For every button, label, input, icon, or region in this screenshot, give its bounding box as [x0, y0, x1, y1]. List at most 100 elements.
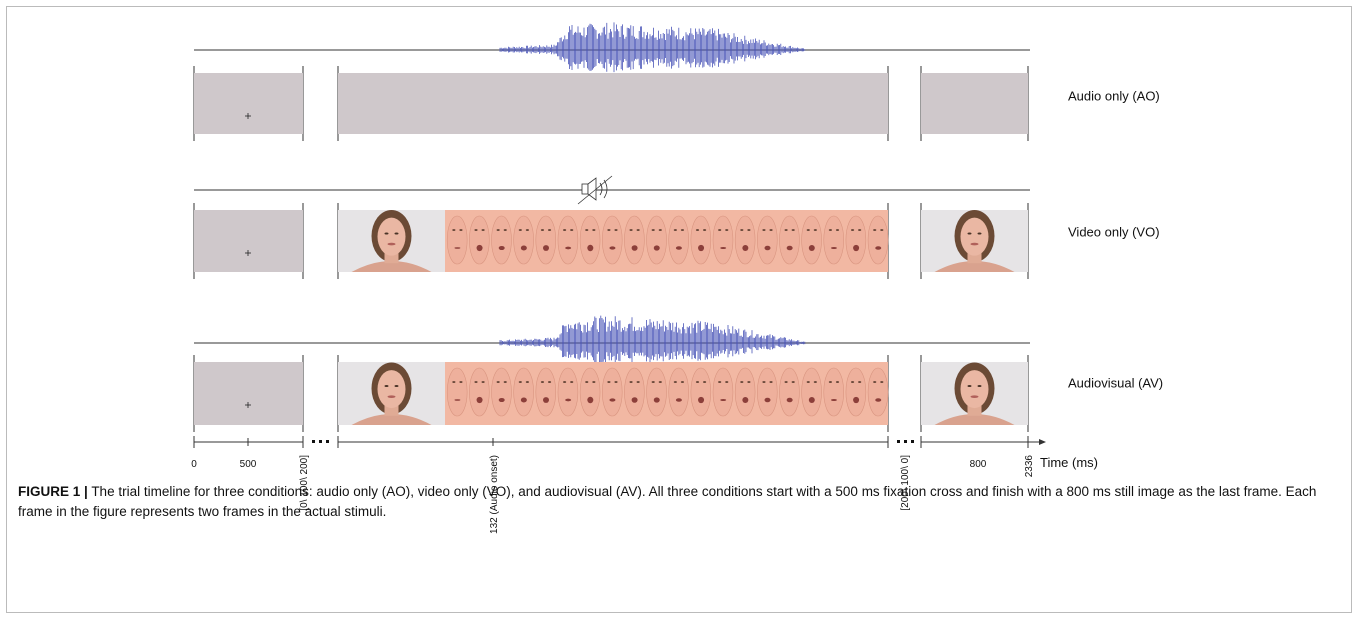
strip-eye [835, 229, 840, 231]
strip-face [624, 215, 645, 265]
strip-eye [503, 229, 507, 231]
strip-face [734, 215, 756, 265]
strip-eye [673, 381, 677, 383]
eye [977, 384, 982, 387]
waveform [499, 22, 806, 73]
time-label: 500 [240, 459, 257, 470]
dot [911, 440, 914, 443]
face-frame [921, 362, 1028, 425]
strip-eye [813, 229, 817, 231]
strip-eye [474, 229, 478, 231]
mute-icon [577, 175, 613, 205]
mute-icon-slash [577, 175, 613, 205]
strip-eye [718, 229, 722, 231]
strip-eye [702, 229, 707, 231]
strip-face [646, 367, 667, 417]
eye [977, 232, 982, 235]
strip-mouth [875, 246, 882, 250]
strip-face [579, 215, 601, 265]
strip-mouth [587, 244, 594, 252]
strip-face [446, 367, 468, 417]
strip-eye [769, 229, 773, 231]
strip-mouth [875, 398, 882, 402]
face-strip [445, 210, 889, 272]
strip-eye [850, 229, 855, 231]
strip-face [601, 215, 623, 265]
caption-text: The trial timeline for three conditions:… [18, 484, 1317, 519]
face-frame [338, 210, 445, 272]
strip-eye [873, 381, 877, 383]
row-label: Video only (VO) [1068, 224, 1160, 239]
time-axis-label: Time (ms) [1040, 455, 1098, 470]
strip-mouth [476, 396, 483, 404]
shoulders [351, 414, 432, 425]
strip-mouth [520, 397, 527, 403]
strip-face [690, 367, 712, 417]
strip-mouth [476, 244, 483, 252]
dot [326, 440, 329, 443]
strip-eye [658, 381, 662, 383]
time-label: 0 [191, 459, 197, 470]
strip-mouth [675, 246, 682, 250]
time-label: 132 (Audio onset) [489, 455, 500, 534]
strip-eye [481, 229, 485, 231]
strip-eye [540, 229, 545, 231]
strip-eye [673, 229, 677, 231]
eye [394, 232, 399, 235]
strip-face [601, 367, 623, 417]
strip-eye [658, 229, 662, 231]
strip-eye [496, 229, 500, 231]
strip-eye [725, 381, 729, 383]
mouth [387, 242, 396, 246]
strip-eye [725, 229, 729, 231]
strip-eye [873, 229, 877, 231]
strip-eye [784, 229, 788, 231]
strip-face [668, 367, 689, 417]
strip-face [624, 367, 645, 417]
strip-face [513, 367, 534, 417]
time-label: [200\ 100\ 0] [900, 455, 911, 511]
face [960, 370, 989, 409]
strip-face [535, 215, 557, 265]
strip-eye [850, 381, 855, 383]
strip-face [779, 367, 800, 417]
shoulders [934, 414, 1015, 425]
strip-eye [740, 381, 744, 383]
strip-mouth [830, 398, 837, 402]
strip-eye [762, 381, 766, 383]
strip-mouth [498, 245, 505, 251]
mouth [970, 242, 979, 246]
strip-mouth [742, 244, 749, 252]
strip-eye [474, 381, 478, 383]
strip-eye [592, 381, 596, 383]
strip-eye [695, 229, 700, 231]
strip-face [557, 367, 579, 417]
eye [384, 232, 389, 235]
strip-mouth [543, 245, 550, 251]
strip-eye [459, 229, 463, 231]
strip-eye [747, 381, 751, 383]
shoulders [934, 261, 1015, 272]
strip-mouth [786, 397, 793, 403]
strip-eye [481, 381, 485, 383]
strip-face [646, 215, 667, 265]
strip-eye [563, 229, 567, 231]
strip-mouth [454, 247, 461, 249]
face [377, 370, 406, 409]
strip-mouth [764, 397, 771, 403]
strip-eye [629, 229, 633, 231]
strip-face [845, 215, 867, 265]
strip-mouth [808, 396, 815, 404]
strip-eye [592, 229, 596, 231]
caption: FIGURE 1 | The trial timeline for three … [18, 482, 1338, 522]
strip-eye [813, 381, 817, 383]
strip-face [579, 367, 601, 417]
strip-eye [496, 381, 500, 383]
strip-eye [585, 229, 589, 231]
strip-eye [518, 381, 522, 383]
strip-eye [547, 381, 552, 383]
dot [312, 440, 315, 443]
strip-face [823, 367, 844, 417]
strip-face [690, 215, 712, 265]
